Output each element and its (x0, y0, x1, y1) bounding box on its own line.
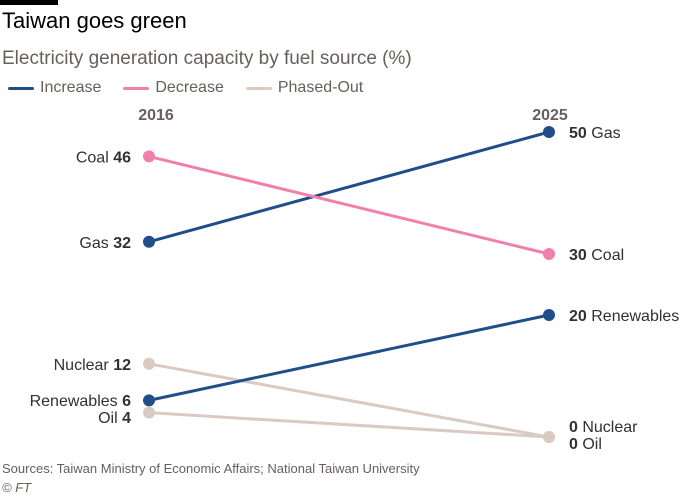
chart-subtitle: Electricity generation capacity by fuel … (2, 48, 412, 69)
legend-item-increase: Increase (8, 79, 101, 97)
label-oil-2025: 0 Oil (569, 436, 602, 453)
points-layer (143, 126, 555, 443)
legend-label-decrease: Decrease (155, 79, 224, 96)
point-coal-2016 (143, 150, 155, 163)
year-label-2016: 2016 (138, 107, 174, 124)
line-oil (147, 411, 551, 439)
legend-item-decrease: Decrease (123, 79, 224, 97)
label-renewables-2025: 20 Renewables (569, 308, 679, 325)
lines-layer (147, 130, 551, 439)
label-gas-2025: 50 Gas (569, 125, 621, 142)
brand-bar (0, 0, 58, 5)
point-gas-2025 (543, 126, 555, 138)
point-nuclear-2016 (143, 357, 155, 370)
legend-swatch-phased-out (245, 86, 272, 90)
line-renewables (147, 313, 551, 402)
point-oil-2025 (543, 431, 555, 443)
label-coal-2016: Coal 46 (76, 149, 131, 166)
label-oil-2016: Oil 4 (98, 410, 131, 427)
line-nuclear (147, 362, 551, 439)
label-gas-2016: Gas 32 (79, 235, 131, 252)
point-renewables-2016 (143, 394, 155, 407)
legend-swatch-increase (8, 86, 34, 90)
source-note: Sources: Taiwan Ministry of Economic Aff… (2, 461, 420, 476)
legend-swatch-decrease (123, 86, 150, 90)
legend-label-phased-out: Phased-Out (277, 79, 364, 96)
label-coal-2025: 30 Coal (569, 247, 624, 264)
label-nuclear-2025: 0 Nuclear (569, 419, 638, 436)
legend-label-increase: Increase (40, 79, 102, 96)
point-renewables-2025 (543, 309, 555, 321)
label-renewables-2016: Renewables 6 (30, 393, 132, 410)
labels-layer: 2016 2025 Nuclear 12 0 Nuclear Oil 4 0 Oil Gas… (30, 107, 680, 453)
line-coal (147, 154, 551, 256)
label-nuclear-2016: Nuclear 12 (54, 357, 131, 374)
point-oil-2016 (143, 406, 155, 419)
point-gas-2016 (143, 235, 155, 248)
credit-note: © FT (2, 480, 32, 495)
year-label-2025: 2025 (532, 107, 568, 124)
line-gas (147, 130, 551, 244)
point-coal-2025 (543, 248, 555, 260)
legend: Increase Decrease Phased-Out (8, 78, 385, 98)
slope-chart: 2016 2025 Nuclear 12 0 Nuclear Oil 4 0 Oil Gas… (30, 107, 680, 453)
chart-title: Taiwan goes green (2, 8, 187, 33)
legend-item-phased-out: Phased-Out (245, 79, 364, 97)
